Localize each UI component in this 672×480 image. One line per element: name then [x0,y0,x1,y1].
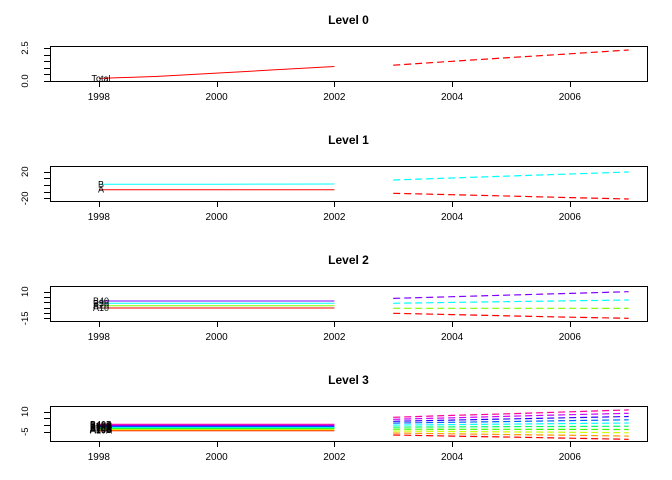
x-axis-tick-label: 2002 [323,332,346,343]
series-label-a10c: A10C [90,424,113,434]
y-axis-tick-label: 10 [20,286,31,297]
x-axis-tick-label: 1998 [88,92,111,103]
x-axis-tick-label: 1998 [88,452,111,463]
x-axis-tick-label: 2002 [323,92,346,103]
plot-box [50,166,648,202]
series-label-a20a: A20A [90,424,112,434]
series-line-forecast-a10c [393,430,629,434]
series-line-forecast-a10b [393,432,629,437]
y-axis-tick-label: -15 [20,311,31,325]
plot-box [50,46,648,82]
series-line-forecast-b40a [393,412,629,420]
x-axis-tick-label: 1998 [88,212,111,223]
series-line-forecast-b40b [393,409,629,418]
series-label-b: B [98,179,104,189]
series-label-b30b: B30B [90,421,112,431]
panel-plot-level-1: -20 20 1998 2000 2002 2004 2006 AB [20,166,648,223]
series-label-a10b: A10B [90,425,112,435]
x-axis-tick-label: 2004 [441,452,464,463]
series-line-forecast-b30b [393,419,629,424]
y-axis-tick-label: 2.5 [20,41,31,54]
series-line-history-total [98,66,335,79]
series-line-forecast-a [393,192,629,200]
series-line-forecast-b30a [393,422,629,426]
panel-level-0: Level 0 0.0 2.5 1998 2000 2002 2004 2006 Total [0,0,672,120]
series-line-forecast-a20b [393,425,629,428]
series-line-forecast-b [393,171,629,181]
x-axis-tick-label: 2002 [323,452,346,463]
series-label-b30: B30 [93,298,109,308]
x-axis-tick-label: 2006 [559,452,582,463]
series-label-total: Total [91,73,110,83]
series-line-forecast-b30c [393,415,629,422]
series-label-a20: A20 [93,301,109,311]
plot-box [50,406,648,442]
x-axis-tick-label: 2000 [205,452,228,463]
series-line-forecast-a10 [393,312,629,319]
y-axis-tick-label: -20 [20,191,31,205]
y-axis-tick-label: 0.0 [20,74,31,87]
x-axis-tick-label: 2000 [205,332,228,343]
x-axis-tick-label: 2006 [559,92,582,103]
x-axis-tick-label: 2002 [323,212,346,223]
series-label-b30c: B30C [90,421,113,431]
y-axis-tick-label: 10 [20,406,31,417]
x-axis-tick-label: 2006 [559,332,582,343]
panel-level-3: Level 3 -5 10 1998 2000 2002 2004 2006 A10A A10B… [0,360,672,480]
panel-title: Level 3 [328,373,369,387]
series-label-b40a: B40A [90,420,112,430]
series-label-b40b: B40B [90,419,112,429]
x-axis-tick-label: 2000 [205,92,228,103]
x-axis-tick-label: 1998 [88,332,111,343]
panel-plot-level-0: 0.0 2.5 1998 2000 2002 2004 2006 Total [20,41,648,103]
series-line-forecast-a10a [393,434,629,440]
panel-title: Level 2 [328,253,369,267]
x-axis-tick-label: 2004 [441,212,464,223]
x-axis-tick-label: 2000 [205,212,228,223]
panel-level-1: Level 1 -20 20 1998 2000 2002 2004 2006 A B [0,120,672,240]
panel-title: Level 1 [328,133,369,147]
series-line-forecast-b40 [393,291,629,299]
y-axis-tick-label: -5 [20,427,31,435]
series-label-a10: A10 [93,303,109,313]
series-label-b30a: B30A [90,422,112,432]
series-label-a10a: A10A [90,426,112,436]
panel-level-2: Level 2 -15 10 1998 2000 2002 2004 2006 A10 A20 B… [0,240,672,360]
panel-title: Level 0 [328,13,369,27]
plot-box [50,286,648,322]
series-line-forecast-total [393,49,629,66]
series-label-a20b: A20B [90,423,112,433]
series-label-a: A [98,185,104,195]
panel-plot-level-3: -5 10 1998 2000 2002 2004 2006 A10AA10BA10CA20A… [20,406,648,463]
series-label-b40: B40 [93,296,109,306]
y-axis-tick-label: 20 [20,166,31,177]
x-axis-tick-label: 2006 [559,212,582,223]
x-axis-tick-label: 2004 [441,92,464,103]
series-line-forecast-b30 [393,299,629,304]
x-axis-tick-label: 2004 [441,332,464,343]
